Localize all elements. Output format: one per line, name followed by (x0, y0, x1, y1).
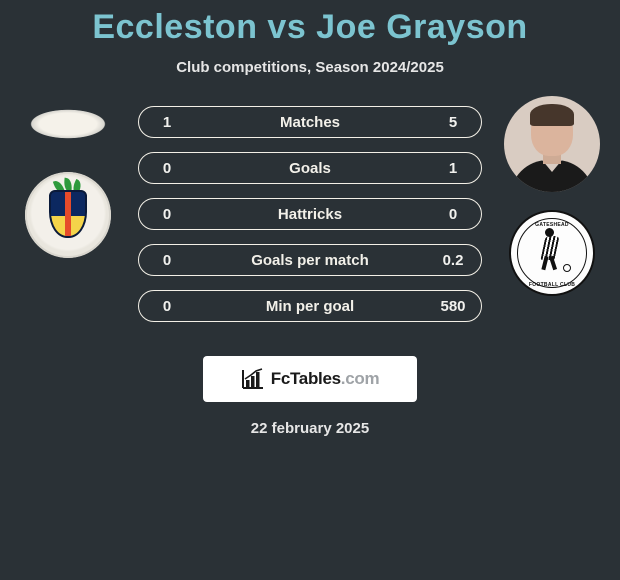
content-area: 1 Matches 5 0 Goals 1 0 Hattricks 0 0 Go… (0, 106, 620, 346)
brand-text: FcTables.com (271, 369, 380, 389)
club-badge-right: GATESHEAD FOOTBALL CLUB (509, 210, 595, 296)
stat-row-goals: 0 Goals 1 (138, 152, 482, 184)
player-figure-icon (533, 230, 577, 274)
stat-left-value: 0 (139, 206, 195, 223)
subtitle: Club competitions, Season 2024/2025 (0, 59, 620, 76)
player-right-avatar (504, 96, 600, 192)
stat-label: Goals per match (195, 252, 425, 269)
brand-prefix: Fc (271, 369, 290, 388)
stat-left-value: 0 (139, 298, 195, 315)
brand-suffix: .com (341, 369, 379, 388)
club-badge-left (25, 172, 111, 258)
brand-main: Tables (290, 369, 341, 388)
player-left-avatar (16, 104, 120, 144)
page-title: Eccleston vs Joe Grayson (0, 0, 620, 47)
stat-row-matches: 1 Matches 5 (138, 106, 482, 138)
stat-label: Matches (195, 114, 425, 131)
stat-label: Hattricks (195, 206, 425, 223)
comparison-card: Eccleston vs Joe Grayson Club competitio… (0, 0, 620, 580)
stat-left-value: 0 (139, 252, 195, 269)
shield-icon (49, 190, 87, 238)
stat-left-value: 0 (139, 160, 195, 177)
player-right-column: GATESHEAD FOOTBALL CLUB (492, 106, 612, 296)
stat-right-value: 5 (425, 114, 481, 131)
stat-left-value: 1 (139, 114, 195, 131)
club-right-label-bottom: FOOTBALL CLUB (511, 282, 593, 288)
stat-row-goals-per-match: 0 Goals per match 0.2 (138, 244, 482, 276)
stat-right-value: 0 (425, 206, 481, 223)
stat-row-min-per-goal: 0 Min per goal 580 (138, 290, 482, 322)
stat-right-value: 0.2 (425, 252, 481, 269)
stat-label: Min per goal (195, 298, 425, 315)
player-left-column (8, 106, 128, 258)
club-right-label-top: GATESHEAD (511, 222, 593, 228)
stat-row-hattricks: 0 Hattricks 0 (138, 198, 482, 230)
bar-chart-icon (241, 368, 265, 390)
comparison-date: 22 february 2025 (0, 420, 620, 437)
stat-label: Goals (195, 160, 425, 177)
brand-logo[interactable]: FcTables.com (203, 356, 417, 402)
stat-right-value: 580 (425, 298, 481, 315)
stats-table: 1 Matches 5 0 Goals 1 0 Hattricks 0 0 Go… (138, 106, 482, 336)
stat-right-value: 1 (425, 160, 481, 177)
